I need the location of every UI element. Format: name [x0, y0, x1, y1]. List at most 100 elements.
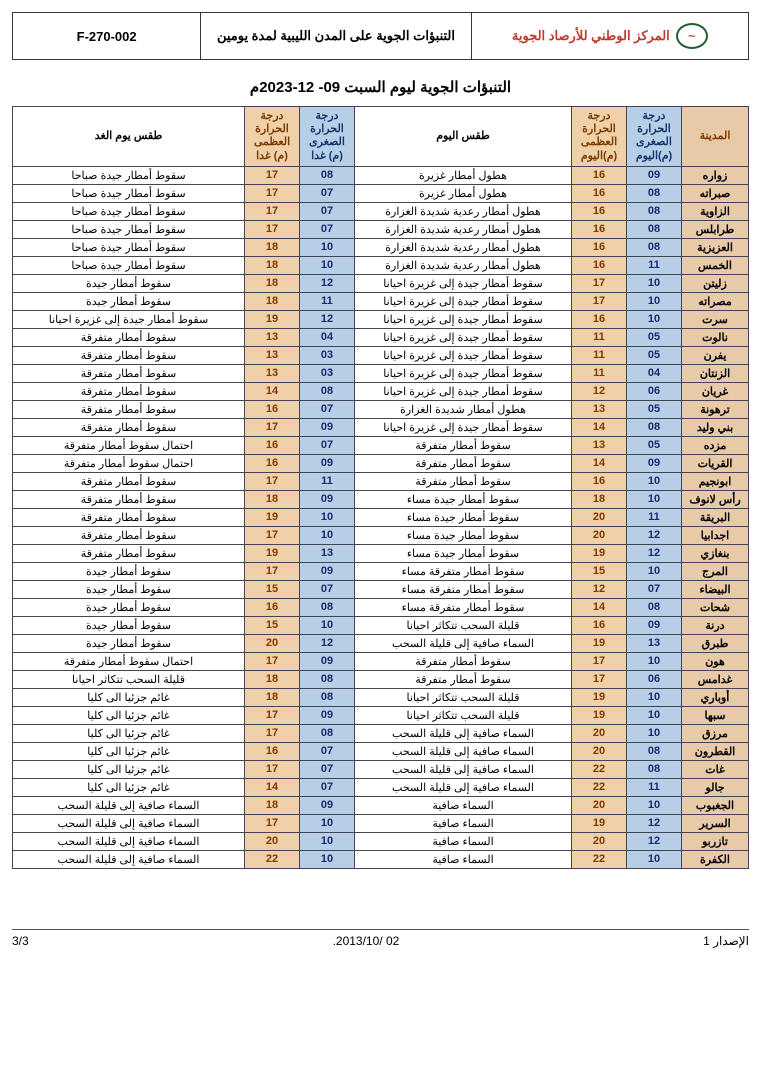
cell-max-today: 20	[572, 724, 627, 742]
cell-min-tomorrow: 08	[300, 670, 355, 688]
table-row: اجدابيا1220سقوط أمطار جيدة مساء1017سقوط …	[13, 526, 749, 544]
table-row: القريات0914سقوط أمطار متفرقة0916احتمال س…	[13, 454, 749, 472]
cell-min-tomorrow: 12	[300, 310, 355, 328]
table-row: الزنتان0411سقوط أمطار جيدة إلى غزيرة احي…	[13, 364, 749, 382]
cell-min-tomorrow: 07	[300, 778, 355, 796]
table-row: ترهونة0513هطول أمطار شديدة الغزارة0716سق…	[13, 400, 749, 418]
cell-wx-tomorrow: احتمال سقوط أمطار متفرقة	[13, 652, 245, 670]
cell-wx-today: قليلة السحب تتكاثر احيانا	[355, 706, 572, 724]
cell-min-tomorrow: 09	[300, 562, 355, 580]
cell-city: هون	[682, 652, 749, 670]
main-title: التنبؤات الجوية ليوم السبت 09- 12-2023م	[12, 78, 749, 96]
cell-min-today: 13	[627, 634, 682, 652]
cell-min-tomorrow: 09	[300, 706, 355, 724]
cell-max-today: 13	[572, 400, 627, 418]
cell-wx-today: سقوط أمطار جيدة إلى غزيرة احيانا	[355, 346, 572, 364]
cell-max-today: 16	[572, 310, 627, 328]
table-row: نالوت0511سقوط أمطار جيدة إلى غزيرة احيان…	[13, 328, 749, 346]
cell-wx-tomorrow: سقوط أمطار متفرقة	[13, 472, 245, 490]
cell-max-tomorrow: 16	[245, 742, 300, 760]
cell-city: مصراته	[682, 292, 749, 310]
cell-max-today: 20	[572, 526, 627, 544]
table-row: تازربو1220السماء صافية1020السماء صافية إ…	[13, 832, 749, 850]
table-row: جالو1122السماء صافية إلى قليلة السحب0714…	[13, 778, 749, 796]
cell-min-today: 08	[627, 760, 682, 778]
cell-wx-tomorrow: سقوط أمطار متفرقة	[13, 382, 245, 400]
table-row: صبراته0816هطول أمطار غزيرة0717سقوط أمطار…	[13, 184, 749, 202]
cell-max-today: 15	[572, 562, 627, 580]
cell-min-tomorrow: 13	[300, 544, 355, 562]
cell-max-tomorrow: 17	[245, 562, 300, 580]
cell-min-today: 10	[627, 688, 682, 706]
cell-min-tomorrow: 11	[300, 292, 355, 310]
cell-city: الزنتان	[682, 364, 749, 382]
cell-max-today: 22	[572, 760, 627, 778]
cell-city: البريقة	[682, 508, 749, 526]
cell-min-today: 09	[627, 616, 682, 634]
cell-min-tomorrow: 09	[300, 796, 355, 814]
cell-wx-tomorrow: سقوط أمطار متفرقة	[13, 364, 245, 382]
cell-wx-today: السماء صافية إلى قليلة السحب	[355, 724, 572, 742]
cell-max-today: 17	[572, 670, 627, 688]
col-min-today: درجة الحرارة الصغرى (م)اليوم	[627, 107, 682, 167]
cell-wx-tomorrow: سقوط أمطار متفرقة	[13, 346, 245, 364]
cell-min-tomorrow: 10	[300, 850, 355, 868]
cell-city: المرج	[682, 562, 749, 580]
cell-max-today: 16	[572, 220, 627, 238]
table-row: أوباري1019قليلة السحب تتكاثر احيانا0818غ…	[13, 688, 749, 706]
table-row: يفرن0511سقوط أمطار جيدة إلى غزيرة احيانا…	[13, 346, 749, 364]
table-row: زواره0916هطول أمطار غزيرة0817سقوط أمطار …	[13, 166, 749, 184]
cell-city: مرزق	[682, 724, 749, 742]
cell-city: رأس لانوف	[682, 490, 749, 508]
cell-city: زواره	[682, 166, 749, 184]
cell-wx-tomorrow: سقوط أمطار جيدة صباحا	[13, 220, 245, 238]
table-header-row: المدينة درجة الحرارة الصغرى (م)اليوم درج…	[13, 107, 749, 167]
cell-wx-today: هطول أمطار شديدة الغزارة	[355, 400, 572, 418]
cell-wx-today: السماء صافية إلى قليلة السحب	[355, 778, 572, 796]
table-row: شحات0814سقوط أمطار متفرقة مساء0816سقوط أ…	[13, 598, 749, 616]
cell-wx-tomorrow: السماء صافية إلى قليلة السحب	[13, 850, 245, 868]
table-row: مصراته1017سقوط أمطار جيدة إلى غزيرة احيا…	[13, 292, 749, 310]
cell-max-today: 19	[572, 688, 627, 706]
col-city: المدينة	[682, 107, 749, 167]
cell-max-today: 22	[572, 778, 627, 796]
cell-min-today: 09	[627, 454, 682, 472]
table-row: ابونجيم1016سقوط أمطار متفرقة1117سقوط أمط…	[13, 472, 749, 490]
cell-wx-today: سقوط أمطار جيدة مساء	[355, 508, 572, 526]
cell-max-tomorrow: 17	[245, 526, 300, 544]
cell-max-today: 14	[572, 598, 627, 616]
cell-wx-tomorrow: قليلة السحب تتكاثر احيانا	[13, 670, 245, 688]
cell-city: سبها	[682, 706, 749, 724]
cell-min-today: 06	[627, 670, 682, 688]
table-row: مزده0513سقوط أمطار متفرقة0716احتمال سقوط…	[13, 436, 749, 454]
cell-wx-tomorrow: غائم جزئيا الى كليا	[13, 706, 245, 724]
cell-wx-today: سقوط أمطار متفرقة	[355, 472, 572, 490]
cell-wx-tomorrow: السماء صافية إلى قليلة السحب	[13, 814, 245, 832]
cell-min-today: 12	[627, 544, 682, 562]
col-min-tomorrow: درجة الحرارة الصغرى (م) غدا	[300, 107, 355, 167]
cell-max-tomorrow: 13	[245, 328, 300, 346]
cell-city: بنغازي	[682, 544, 749, 562]
cell-min-today: 05	[627, 400, 682, 418]
cell-max-today: 16	[572, 472, 627, 490]
cell-min-today: 10	[627, 850, 682, 868]
table-row: الكفرة1022السماء صافية1022السماء صافية إ…	[13, 850, 749, 868]
cell-city: الكفرة	[682, 850, 749, 868]
cell-max-today: 19	[572, 814, 627, 832]
cell-min-today: 06	[627, 382, 682, 400]
cell-min-tomorrow: 10	[300, 814, 355, 832]
cell-max-today: 20	[572, 742, 627, 760]
table-row: السرير1219السماء صافية1017السماء صافية إ…	[13, 814, 749, 832]
cell-wx-today: سقوط أمطار جيدة إلى غزيرة احيانا	[355, 382, 572, 400]
col-wx-tomorrow: طقس يوم الغد	[13, 107, 245, 167]
cell-wx-today: سقوط أمطار جيدة مساء	[355, 544, 572, 562]
cell-wx-tomorrow: سقوط أمطار جيدة صباحا	[13, 238, 245, 256]
cell-max-today: 13	[572, 436, 627, 454]
cell-wx-tomorrow: السماء صافية إلى قليلة السحب	[13, 796, 245, 814]
cell-city: تازربو	[682, 832, 749, 850]
cell-wx-tomorrow: سقوط أمطار جيدة	[13, 616, 245, 634]
cell-min-today: 04	[627, 364, 682, 382]
cell-max-today: 11	[572, 328, 627, 346]
cell-min-tomorrow: 07	[300, 202, 355, 220]
cell-wx-today: سقوط أمطار متفرقة	[355, 652, 572, 670]
